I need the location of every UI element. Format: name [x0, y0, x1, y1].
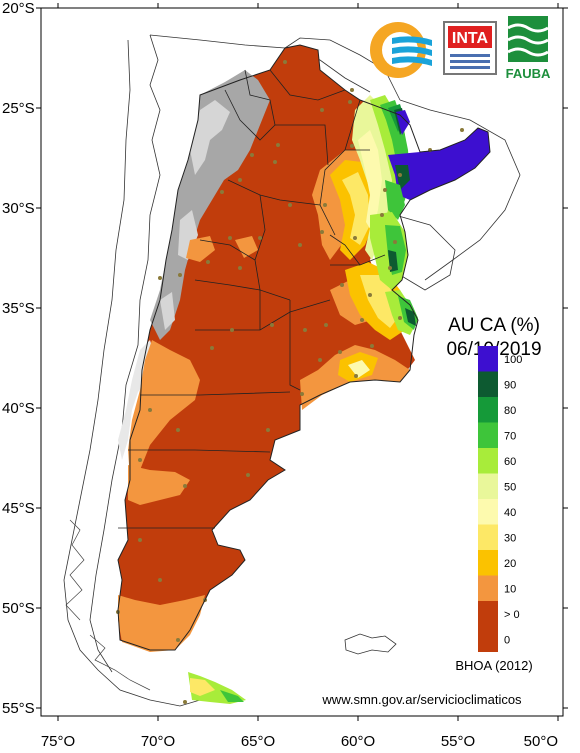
legend-label: 40: [504, 507, 516, 519]
zone-10-south: [118, 595, 205, 652]
chile-outline: [89, 34, 161, 673]
brazil-border: [399, 99, 521, 281]
legend-swatch: [478, 626, 498, 652]
legend-swatch: [478, 524, 498, 550]
uruguay-outline: [394, 214, 456, 291]
argentina-outline: [117, 44, 491, 651]
legend-label: 100: [504, 354, 522, 366]
fauba-logo: FAUBA: [506, 16, 551, 81]
zone-10-central: [186, 236, 258, 262]
lon-tick-label: 50°O: [524, 733, 558, 750]
lat-tick-group: 20°S 25°S 30°S 35°S 40°S 45°S 50°S 55°S: [2, 0, 568, 717]
map-body: [63, 34, 521, 707]
legend-label: 90: [504, 379, 516, 391]
chile-coast: [63, 39, 201, 707]
zone-10-chubut: [128, 465, 190, 505]
smn-logo: [370, 22, 432, 78]
zone-andes: [150, 70, 270, 340]
zone-andes-highlights: [160, 100, 230, 330]
legend-label: 0: [504, 634, 510, 646]
legend-label: 60: [504, 456, 516, 468]
legend-swatch: [478, 422, 498, 448]
legend-swatch: [478, 499, 498, 525]
lon-tick-group: 75°O 70°O 65°O 60°O 55°O 50°O: [41, 3, 559, 750]
legend-label: 20: [504, 558, 516, 570]
lon-tick-label: 70°O: [141, 733, 175, 750]
zone-40-ne: [358, 130, 382, 232]
lat-tick-label: 20°S: [2, 0, 35, 17]
zone-tdf-green: [220, 690, 244, 702]
map-title: AU CA (%): [448, 315, 540, 336]
station-points: [116, 60, 464, 704]
fauba-logo-text: FAUBA: [506, 66, 551, 81]
zone-70-corrientes: [385, 180, 405, 220]
legend-label: 30: [504, 532, 516, 544]
inta-logo-text: INTA: [452, 30, 489, 47]
legend-label: 50: [504, 481, 516, 493]
legend-swatch: [478, 346, 498, 372]
legend: 0 > 0 10 20 30 40 50 60 70 80 90 100: [478, 346, 522, 652]
legend-swatch: [478, 601, 498, 627]
lat-tick-label: 50°S: [2, 600, 35, 617]
lat-tick-label: 55°S: [2, 700, 35, 717]
province-borders: [118, 69, 386, 529]
legend-label: 70: [504, 430, 516, 442]
legend-label: > 0: [504, 609, 520, 621]
zone-100-misiones: [388, 128, 490, 200]
legend-label: 80: [504, 405, 516, 417]
chile-islands: [65, 519, 151, 691]
lon-tick-label: 55°O: [441, 733, 475, 750]
lat-tick-label: 35°S: [2, 300, 35, 317]
legend-swatch: [478, 550, 498, 576]
legend-label: 10: [504, 583, 516, 595]
zone-90-corrientes: [395, 165, 410, 190]
zone-30-east: [342, 172, 370, 245]
source-url: www.smn.gov.ar/servicioclimaticos: [321, 692, 522, 707]
lat-tick-label: 45°S: [2, 500, 35, 517]
legend-swatch: [478, 473, 498, 499]
legend-swatch: [478, 448, 498, 474]
lat-tick-label: 30°S: [2, 200, 35, 217]
zone-90-bsas-east: [405, 308, 416, 326]
lat-tick-label: 25°S: [2, 100, 35, 117]
zone-40-coast: [348, 360, 370, 378]
inta-logo: INTA: [443, 21, 497, 75]
method-label: BHOA (2012): [455, 658, 532, 673]
zone-tdf-yellow: [190, 678, 215, 696]
zone-100-north: [396, 110, 410, 135]
legend-swatch: [478, 575, 498, 601]
lon-tick-label: 65°O: [241, 733, 275, 750]
legend-swatch: [478, 371, 498, 397]
lon-tick-label: 60°O: [341, 733, 375, 750]
lat-tick-label: 40°S: [2, 400, 35, 417]
zone-10-west: [128, 340, 200, 480]
legend-swatch: [478, 397, 498, 423]
falkland-islands: [344, 633, 397, 655]
lon-tick-label: 75°O: [41, 733, 75, 750]
zone-30-bsas: [360, 275, 400, 328]
